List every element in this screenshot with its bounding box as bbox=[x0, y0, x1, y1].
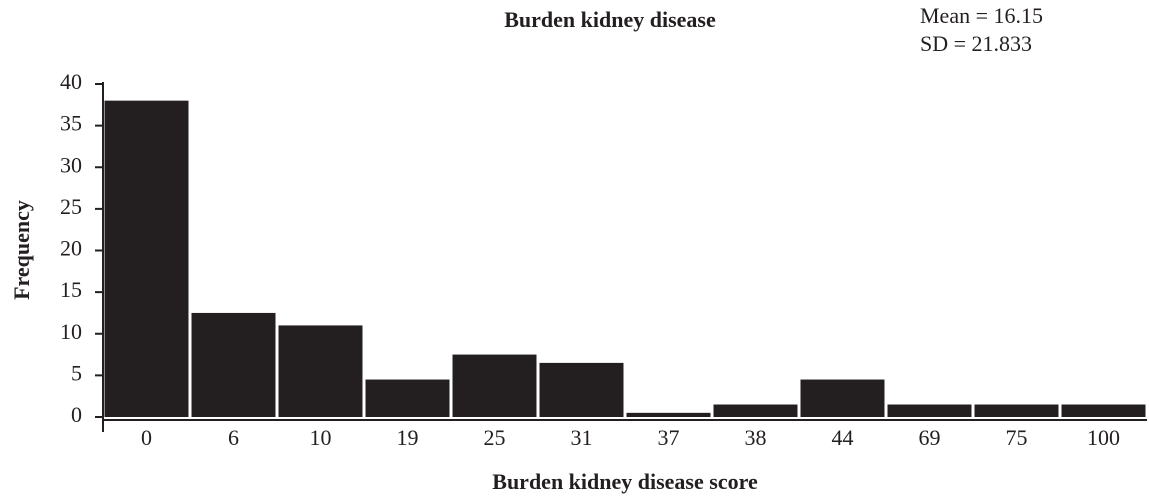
bar bbox=[1061, 404, 1146, 417]
annotation: SD = 21.833 bbox=[920, 31, 1032, 56]
x-tick-label: 31 bbox=[571, 425, 593, 450]
x-tick-label: 25 bbox=[484, 425, 506, 450]
bar bbox=[365, 379, 450, 417]
x-axis-label: Burden kidney disease score bbox=[492, 469, 758, 494]
y-tick-label: 25 bbox=[60, 194, 82, 219]
x-tick-label: 19 bbox=[397, 425, 419, 450]
bar bbox=[713, 404, 798, 417]
x-tick-label: 10 bbox=[310, 425, 332, 450]
y-tick-label: 0 bbox=[71, 402, 82, 427]
y-tick-label: 15 bbox=[60, 277, 82, 302]
bar bbox=[452, 354, 537, 417]
y-tick-label: 10 bbox=[60, 319, 82, 344]
x-tick-label: 6 bbox=[228, 425, 239, 450]
bar bbox=[800, 379, 885, 417]
y-tick-label: 30 bbox=[60, 152, 82, 177]
bar bbox=[191, 312, 276, 417]
bar bbox=[278, 325, 363, 417]
y-tick-label: 5 bbox=[71, 360, 82, 385]
bar bbox=[104, 100, 189, 418]
x-tick-label: 37 bbox=[658, 425, 680, 450]
x-tick-label: 0 bbox=[141, 425, 152, 450]
y-tick-label: 40 bbox=[60, 69, 82, 94]
chart-title: Burden kidney disease bbox=[504, 7, 716, 32]
x-tick-label: 100 bbox=[1087, 425, 1120, 450]
bar bbox=[887, 404, 972, 417]
bar bbox=[626, 412, 711, 417]
y-axis-label: Frequency bbox=[9, 200, 34, 300]
x-tick-label: 38 bbox=[745, 425, 767, 450]
annotation: Mean = 16.15 bbox=[920, 3, 1043, 28]
x-tick-label: 44 bbox=[832, 425, 854, 450]
y-tick-label: 35 bbox=[60, 111, 82, 136]
y-tick-label: 20 bbox=[60, 236, 82, 261]
bar bbox=[974, 404, 1059, 417]
x-tick-label: 69 bbox=[919, 425, 941, 450]
x-tick-label: 75 bbox=[1006, 425, 1028, 450]
bar bbox=[539, 362, 624, 417]
